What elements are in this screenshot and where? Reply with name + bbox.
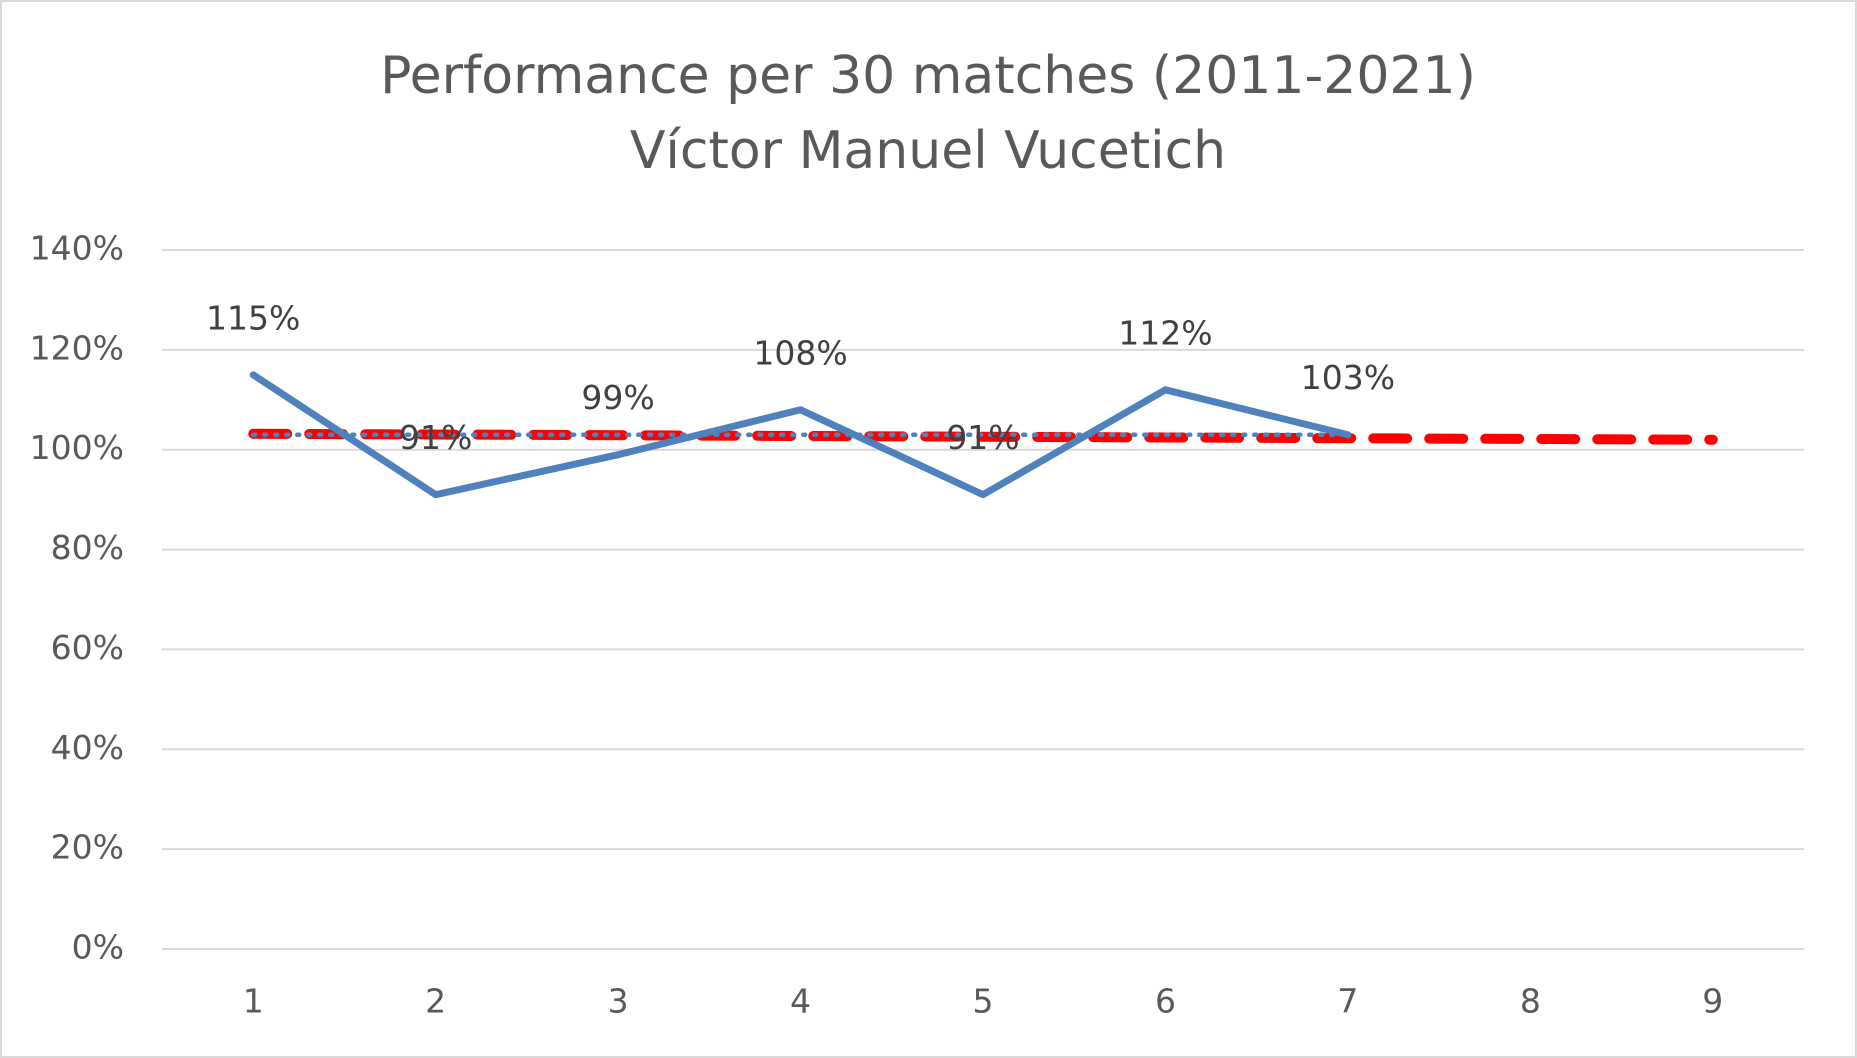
chart-subtitle: Víctor Manuel Vucetich — [630, 121, 1226, 181]
data-label: 91% — [399, 418, 472, 457]
y-tick-label: 80% — [51, 528, 124, 567]
y-tick-label: 20% — [51, 828, 124, 867]
series-line — [249, 371, 1352, 499]
data-label: 115% — [206, 298, 300, 337]
x-tick-label: 6 — [1155, 982, 1176, 1021]
x-tick-label: 5 — [973, 982, 994, 1021]
y-tick-label: 0% — [72, 928, 124, 967]
data-label: 103% — [1301, 358, 1395, 397]
data-label: 91% — [946, 418, 1019, 457]
x-tick-label: 1 — [243, 982, 264, 1021]
x-tick-label: 7 — [1337, 982, 1358, 1021]
y-tick-label: 120% — [30, 328, 124, 367]
y-tick-label: 140% — [30, 229, 124, 268]
y-tick-label: 100% — [30, 428, 124, 467]
chart-title: Performance per 30 matches (2011-2021) — [380, 46, 1476, 106]
x-tick-label: 8 — [1520, 982, 1541, 1021]
data-label: 112% — [1118, 313, 1212, 352]
x-tick-label: 9 — [1702, 982, 1723, 1021]
y-tick-label: 60% — [51, 628, 124, 667]
data-label: 108% — [753, 333, 847, 372]
x-tick-label: 3 — [608, 982, 629, 1021]
x-tick-label: 4 — [790, 982, 811, 1021]
y-tick-label: 40% — [51, 728, 124, 767]
x-tick-label: 2 — [425, 982, 446, 1021]
data-label: 99% — [581, 378, 654, 417]
